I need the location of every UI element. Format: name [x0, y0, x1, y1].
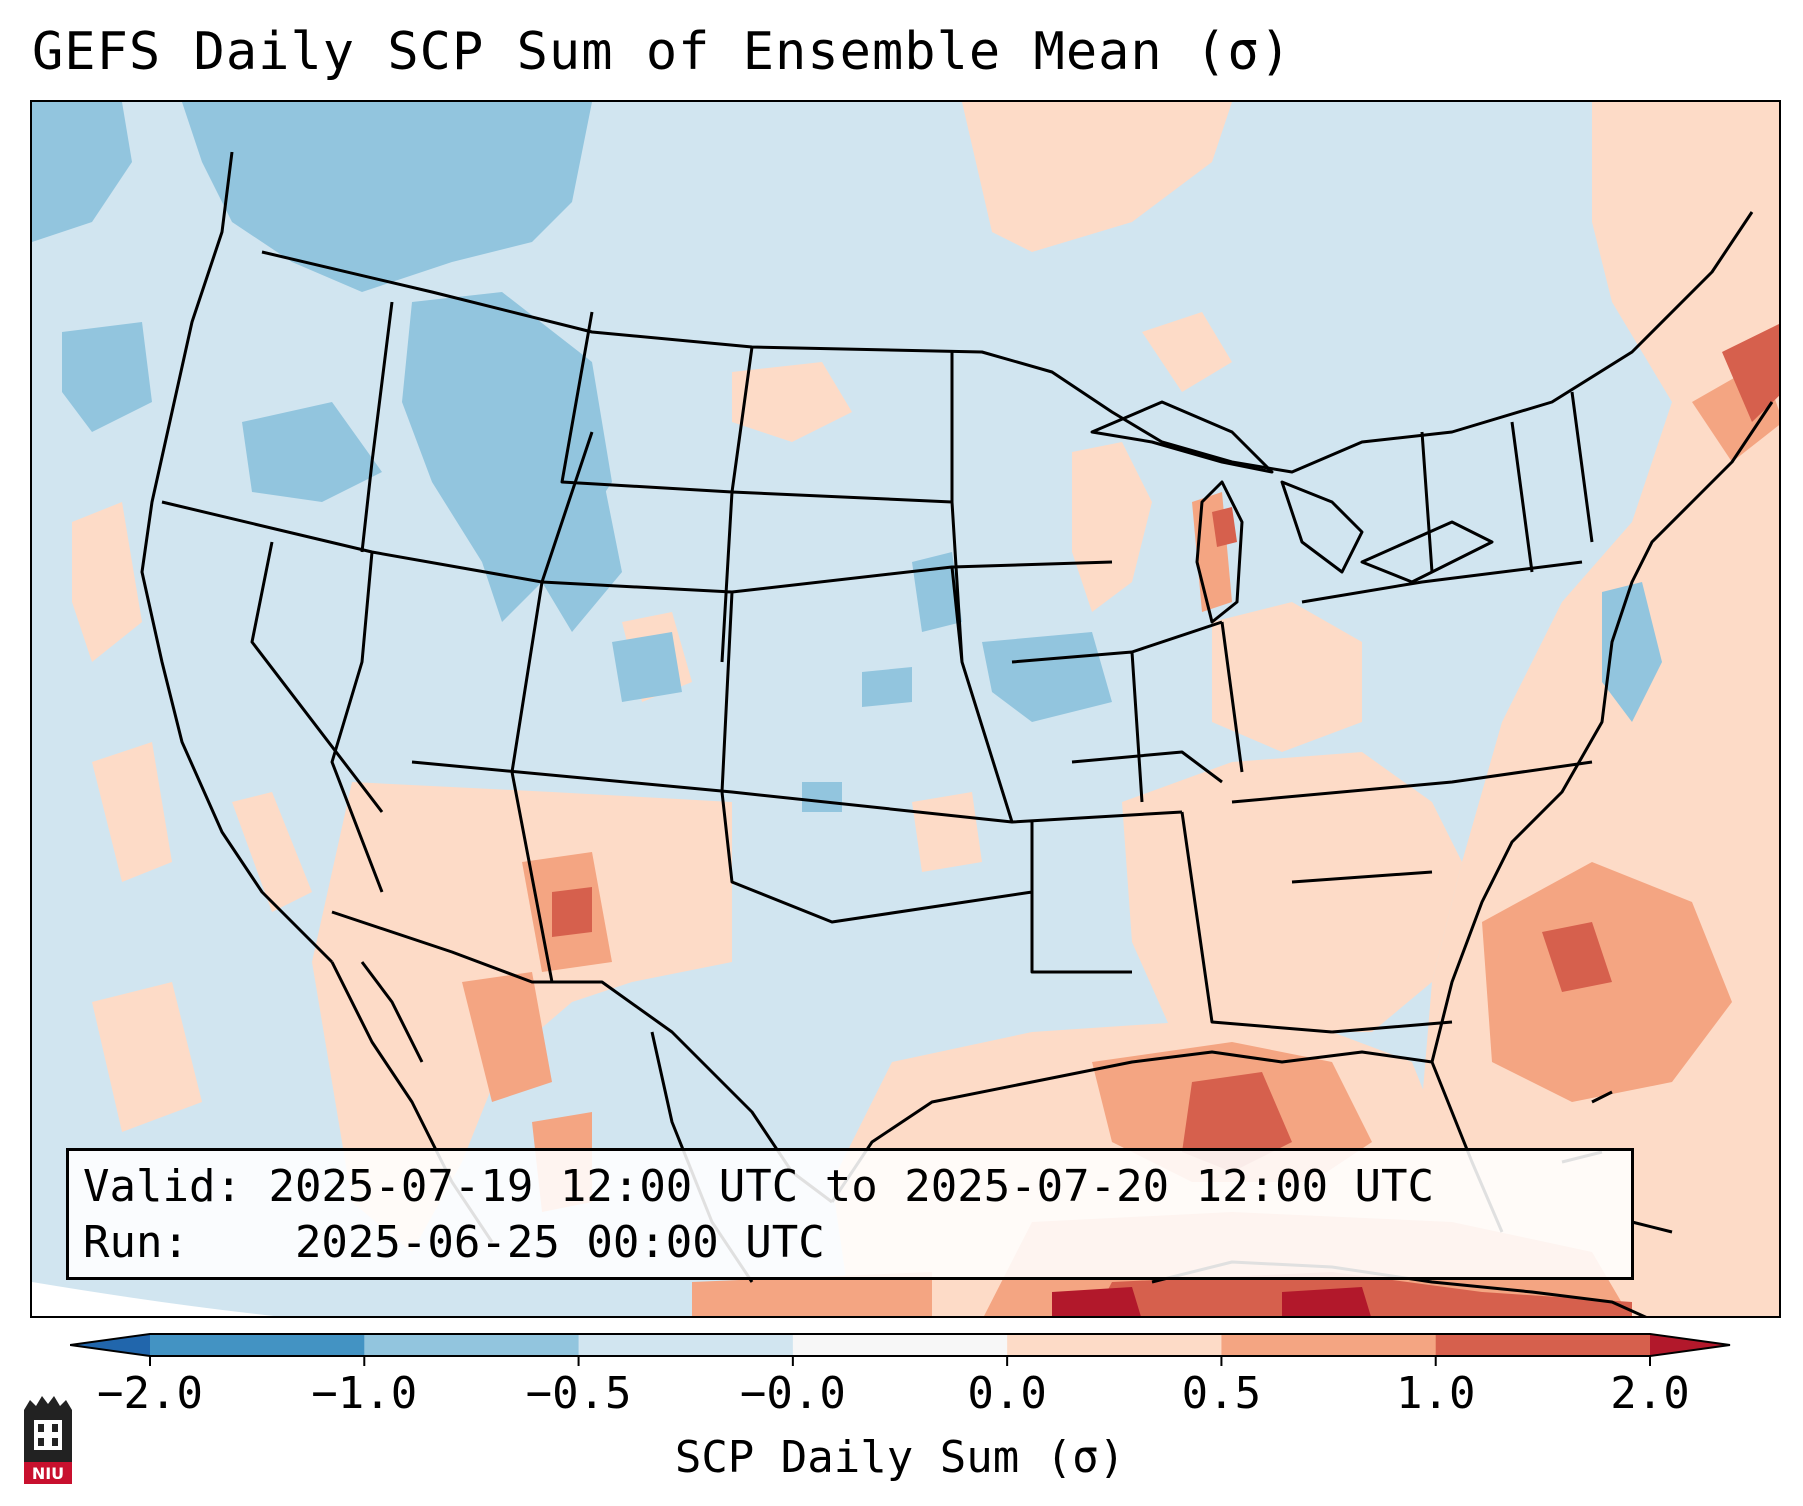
colorbar [70, 1333, 1731, 1366]
chart-title: GEFS Daily SCP Sum of Ensemble Mean (σ) [32, 22, 1292, 82]
colorbar-tick-label: −1.0 [311, 1368, 418, 1419]
colorbar-tick-label: 2.0 [1610, 1368, 1690, 1419]
outside-projection [32, 1282, 274, 1316]
colorbar-segment [364, 1334, 580, 1356]
valid-run-info-box: Valid: 2025-07-19 12:00 UTC to 2025-07-2… [66, 1148, 1634, 1280]
colorbar-extend-low [70, 1334, 150, 1356]
colorbar-tick-label: 1.0 [1395, 1368, 1476, 1419]
colorbar-tick-label: −0.5 [525, 1368, 632, 1419]
negative-anomaly-regions [32, 102, 1662, 812]
colorbar-tick-label: −0.0 [739, 1368, 846, 1419]
colorbar-segment [1007, 1334, 1222, 1356]
east-coast [1430, 401, 1774, 1063]
niu-logo: NIU [24, 1396, 72, 1484]
logo-text: NIU [32, 1464, 64, 1483]
map-panel [30, 100, 1781, 1318]
colorbar-segment [1435, 1334, 1651, 1356]
map-canvas [32, 102, 1779, 1316]
us-coastline-west [140, 151, 334, 964]
gulf-coast [830, 1050, 1504, 1233]
colorbar-segment [578, 1334, 794, 1356]
colorbar-extend-high [1650, 1334, 1730, 1356]
colorbar-segment [150, 1334, 365, 1356]
run-value: 2025-06-25 00:00 UTC [294, 1217, 825, 1268]
great-lakes [1195, 480, 1244, 624]
colorbar-tick-label: 0.5 [1181, 1368, 1262, 1419]
us-canada-border [261, 211, 1754, 474]
colorbar-label: SCP Daily Sum (σ) [674, 1432, 1126, 1483]
colorbar-segment [792, 1334, 1008, 1356]
colorbar-tick-label: −2.0 [97, 1368, 203, 1419]
valid-label: Valid: [83, 1161, 242, 1212]
state-lines [161, 301, 1594, 1034]
run-label: Run: [83, 1217, 189, 1268]
extreme-positive-regions [1052, 1287, 1371, 1316]
colorbar-segment [1221, 1334, 1437, 1356]
valid-value: 2025-07-19 12:00 UTC to 2025-07-20 12:00… [268, 1161, 1435, 1212]
colorbar-tick-label: 0.0 [967, 1368, 1047, 1419]
